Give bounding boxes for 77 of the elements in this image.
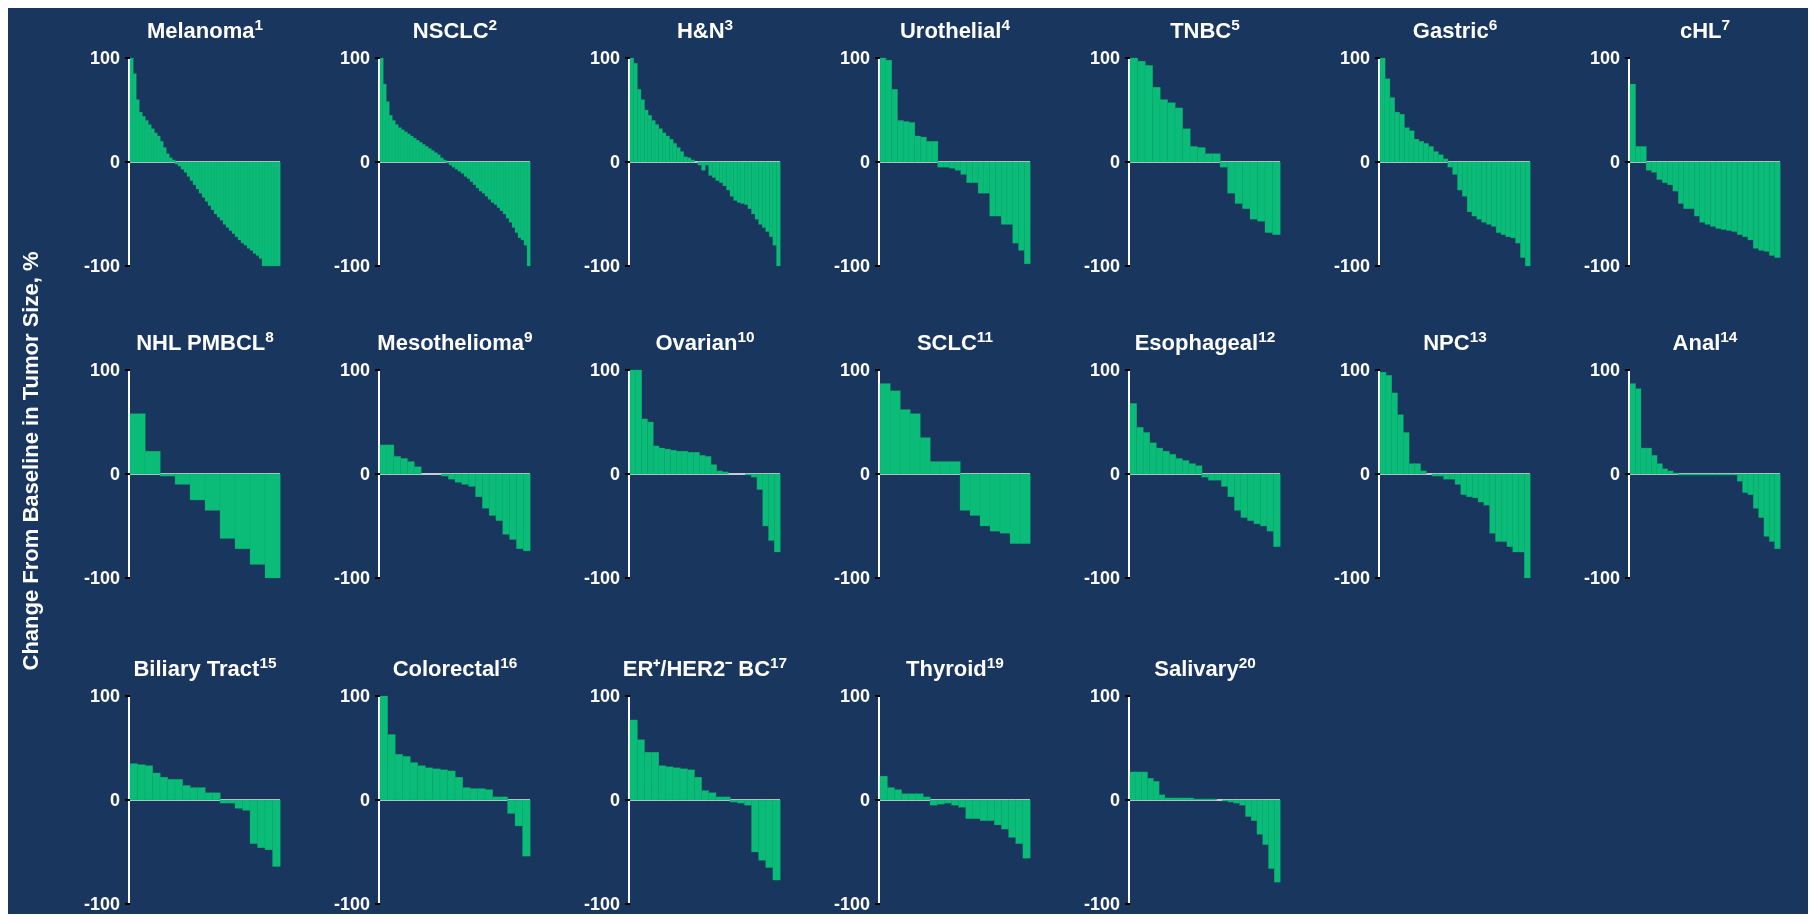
y-tick-label: -100 [1083,568,1120,589]
y-tick-label: 100 [1339,48,1370,69]
chart-title: Gastric$^{6}$ [1412,15,1498,43]
y-tick-label: 100 [1589,48,1620,69]
y-tick-label: -100 [1333,256,1370,277]
y-tick-label: -100 [1083,894,1120,915]
y-tick-label: -100 [833,256,870,277]
y-tick-label: 0 [1609,464,1620,485]
chart-title: Mesothelioma$^{9}$ [377,327,533,355]
y-tick-label: 0 [859,152,870,173]
chart-title: SCLC$^{11}$ [916,327,994,355]
y-tick-label: 0 [609,464,620,485]
y-tick-label: -100 [833,894,870,915]
y-tick-label: 0 [109,790,120,811]
chart-title: Salivary$^{20}$ [1154,653,1256,681]
chart-title: Anal$^{14}$ [1672,327,1738,355]
chart-title: NSCLC$^{2}$ [412,15,498,43]
y-tick-label: 0 [359,464,370,485]
y-tick-label: 0 [609,152,620,173]
y-tick-label: 0 [1109,152,1120,173]
y-tick-label: 100 [339,360,370,381]
y-tick-label: 100 [589,686,620,707]
y-tick-label: 0 [109,464,120,485]
y-tick-label: -100 [1583,256,1620,277]
y-tick-label: 100 [339,48,370,69]
chart-title: Esophageal$^{12}$ [1134,327,1276,355]
y-tick-label: 0 [1109,464,1120,485]
y-tick-label: 100 [1589,360,1620,381]
y-tick-label: -100 [1333,568,1370,589]
y-tick-label: 100 [589,48,620,69]
y-tick-label: -100 [1583,568,1620,589]
y-tick-label: 0 [1359,464,1370,485]
y-tick-label: 0 [1109,790,1120,811]
y-tick-label: 100 [89,686,120,707]
y-tick-label: -100 [1083,256,1120,277]
y-tick-label: 100 [1339,360,1370,381]
chart-title: Biliary Tract$^{15}$ [133,653,277,681]
chart-title: H&N$^{3}$ [676,15,734,43]
y-tick-label: 100 [339,686,370,707]
y-tick-label: -100 [583,894,620,915]
chart-title: Urothelial$^{4}$ [899,15,1011,43]
y-tick-label: 0 [359,152,370,173]
chart-title: NPC$^{13}$ [1423,327,1487,355]
y-tick-label: -100 [833,568,870,589]
chart-title: Colorectal$^{16}$ [392,653,518,681]
y-tick-label: 0 [859,464,870,485]
y-tick-label: 100 [89,360,120,381]
y-tick-label: -100 [83,568,120,589]
y-tick-label: 100 [1089,48,1120,69]
y-tick-label: -100 [583,568,620,589]
chart-title: Melanoma$^{1}$ [146,15,264,43]
y-tick-label: 100 [89,48,120,69]
chart-title: ER⁺/HER2⁻ BC$^{17}$ [622,653,788,681]
y-tick-label: 100 [1089,686,1120,707]
y-tick-label: 0 [1359,152,1370,173]
y-tick-label: -100 [333,568,370,589]
chart-title: cHL$^{7}$ [1679,15,1731,43]
y-tick-label: 0 [359,790,370,811]
y-tick-label: -100 [333,256,370,277]
y-tick-label: 100 [839,360,870,381]
y-tick-label: 100 [589,360,620,381]
y-axis-title: Change From Baseline in Tumor Size, % [18,251,43,671]
y-tick-label: 0 [1609,152,1620,173]
y-tick-label: -100 [83,256,120,277]
chart-title: TNBC$^{5}$ [1170,15,1241,43]
y-tick-label: 0 [859,790,870,811]
y-tick-label: 100 [839,48,870,69]
chart-title: Thyroid$^{19}$ [906,653,1004,681]
y-tick-label: 100 [1089,360,1120,381]
y-tick-label: 0 [609,790,620,811]
chart-title: NHL PMBCL$^{8}$ [136,327,275,355]
y-tick-label: -100 [83,894,120,915]
y-tick-label: 100 [839,686,870,707]
y-tick-label: -100 [583,256,620,277]
y-tick-label: -100 [333,894,370,915]
chart-title: Ovarian$^{10}$ [655,327,755,355]
y-tick-label: 0 [109,152,120,173]
